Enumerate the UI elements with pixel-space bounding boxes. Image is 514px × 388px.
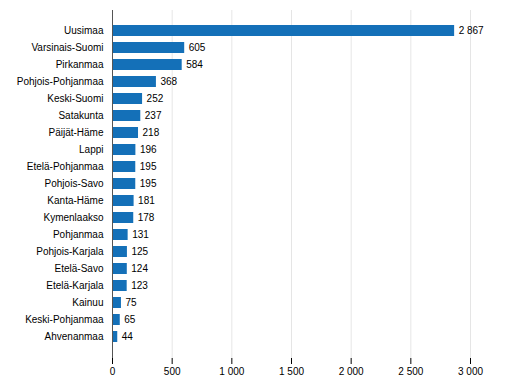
svg-text:Satakunta: Satakunta xyxy=(58,110,103,121)
svg-text:Ahvenanmaa: Ahvenanmaa xyxy=(45,331,104,342)
svg-text:181: 181 xyxy=(138,195,155,206)
svg-text:584: 584 xyxy=(186,59,203,70)
svg-text:Etelä-Savo: Etelä-Savo xyxy=(55,263,104,274)
svg-text:252: 252 xyxy=(147,93,164,104)
svg-text:Varsinais-Suomi: Varsinais-Suomi xyxy=(31,42,103,53)
svg-text:2 500: 2 500 xyxy=(398,366,423,377)
svg-text:Pirkanmaa: Pirkanmaa xyxy=(56,59,104,70)
svg-text:195: 195 xyxy=(140,161,157,172)
svg-text:2 867: 2 867 xyxy=(459,25,484,36)
svg-text:Kainuu: Kainuu xyxy=(72,297,103,308)
svg-text:Etelä-Pohjanmaa: Etelä-Pohjanmaa xyxy=(27,161,104,172)
svg-text:196: 196 xyxy=(140,144,157,155)
svg-text:65: 65 xyxy=(124,314,136,325)
svg-text:Päijät-Häme: Päijät-Häme xyxy=(48,127,103,138)
svg-text:131: 131 xyxy=(132,229,149,240)
svg-text:75: 75 xyxy=(125,297,137,308)
svg-text:Etelä-Karjala: Etelä-Karjala xyxy=(46,280,104,291)
svg-text:3 000: 3 000 xyxy=(458,366,483,377)
svg-text:125: 125 xyxy=(131,246,148,257)
svg-text:123: 123 xyxy=(131,280,148,291)
svg-text:Uusimaa: Uusimaa xyxy=(64,25,104,36)
svg-text:Pohjois-Savo: Pohjois-Savo xyxy=(45,178,104,189)
svg-text:500: 500 xyxy=(164,366,181,377)
svg-text:Kanta-Häme: Kanta-Häme xyxy=(47,195,104,206)
svg-text:2 000: 2 000 xyxy=(339,366,364,377)
svg-text:Keski-Suomi: Keski-Suomi xyxy=(47,93,103,104)
svg-text:0: 0 xyxy=(110,366,116,377)
svg-text:Kymenlaakso: Kymenlaakso xyxy=(43,212,103,223)
svg-text:Lappi: Lappi xyxy=(79,144,103,155)
svg-text:1 500: 1 500 xyxy=(279,366,304,377)
svg-text:Keski-Pohjanmaa: Keski-Pohjanmaa xyxy=(25,314,104,325)
svg-text:195: 195 xyxy=(140,178,157,189)
svg-text:124: 124 xyxy=(131,263,148,274)
svg-text:Pohjanmaa: Pohjanmaa xyxy=(53,229,104,240)
svg-text:Pohjois-Pohjanmaa: Pohjois-Pohjanmaa xyxy=(17,76,104,87)
svg-text:44: 44 xyxy=(122,331,134,342)
svg-text:368: 368 xyxy=(160,76,177,87)
svg-text:605: 605 xyxy=(189,42,206,53)
svg-text:1 000: 1 000 xyxy=(219,366,244,377)
svg-text:Pohjois-Karjala: Pohjois-Karjala xyxy=(36,246,104,257)
svg-text:178: 178 xyxy=(138,212,155,223)
svg-text:237: 237 xyxy=(145,110,162,121)
svg-text:218: 218 xyxy=(143,127,160,138)
